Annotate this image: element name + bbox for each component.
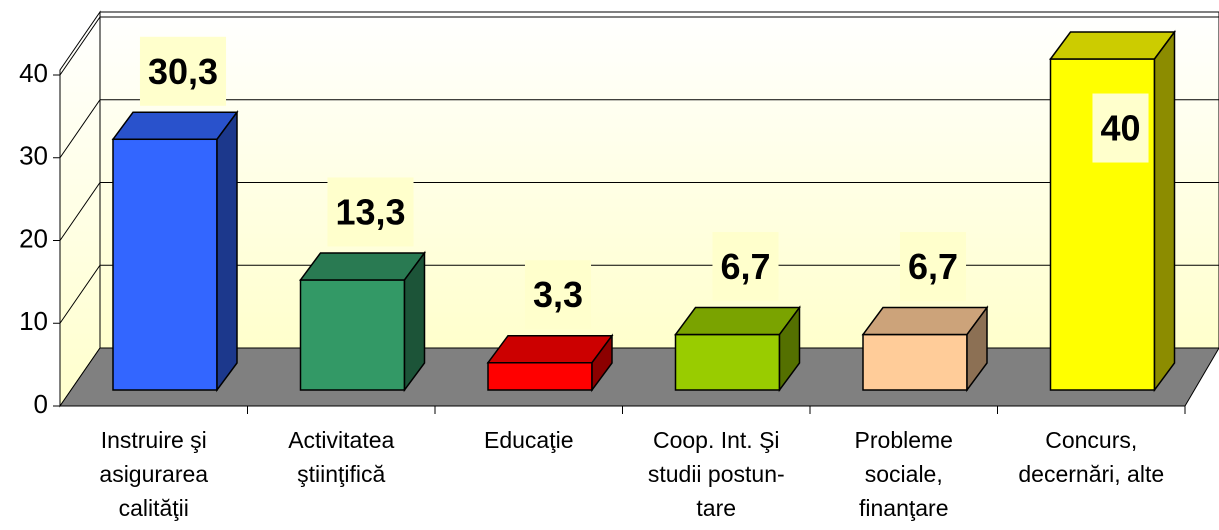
bar-top	[299, 252, 426, 281]
bar	[299, 279, 406, 391]
value-label-group: 6,7	[712, 232, 779, 302]
bar-top	[674, 306, 801, 336]
value-label: 6,7	[908, 246, 958, 287]
value-label: 40	[1100, 108, 1140, 149]
bar-top	[486, 334, 614, 364]
value-label-group: 40	[1092, 93, 1149, 163]
grid-line	[59, 99, 1219, 159]
bar-side	[1153, 29, 1176, 393]
value-label-group: 13,3	[327, 177, 414, 247]
value-label-box	[899, 232, 967, 302]
value-label: 30,3	[148, 51, 218, 92]
value-label: 13,3	[335, 191, 405, 232]
value-label-group: 6,7	[899, 232, 967, 302]
grid-line	[59, 264, 1219, 324]
y-tick-label: 10	[19, 306, 48, 336]
value-label-group: 30,3	[139, 36, 227, 106]
x-tick-label: Probleme sociale, finanţare	[855, 427, 953, 521]
x-tick-label: Educaţie	[484, 427, 574, 453]
bar-top	[861, 306, 989, 336]
value-label-box	[327, 177, 414, 247]
bar-top	[111, 111, 239, 141]
value-label-box	[712, 232, 779, 302]
bar	[487, 361, 593, 391]
side-wall	[59, 10, 101, 408]
bar-side	[591, 333, 613, 393]
y-tick-label: 30	[19, 141, 48, 171]
y-tick-label: 40	[19, 58, 48, 88]
x-tick-label: Activitatea ştiinţifică	[288, 427, 394, 487]
value-label-group: 3,3	[524, 260, 592, 330]
value-label: 3,3	[533, 274, 583, 315]
grid-line	[59, 16, 1219, 76]
y-tick-label: 20	[19, 223, 48, 253]
bar-side	[966, 305, 988, 393]
value-label-box	[139, 36, 227, 106]
value-label: 6,7	[720, 246, 770, 287]
x-tick-label: Instruire şi asigurarea calităţii	[99, 427, 208, 521]
value-label-box	[524, 260, 592, 330]
bar-side	[216, 109, 238, 393]
bar-side	[778, 305, 801, 393]
grid-line	[59, 182, 1219, 241]
bar	[862, 333, 968, 391]
bar-top	[1049, 31, 1176, 60]
y-tick-label: 0	[34, 389, 48, 419]
bar	[112, 138, 218, 391]
value-label-box	[1092, 93, 1149, 163]
bar-side	[403, 250, 426, 393]
x-tick-label: Coop. Int. Şi studii postun-tare	[648, 427, 785, 521]
x-tick-label: Concurs, decernări, alte	[1018, 427, 1164, 487]
bar	[674, 333, 781, 391]
